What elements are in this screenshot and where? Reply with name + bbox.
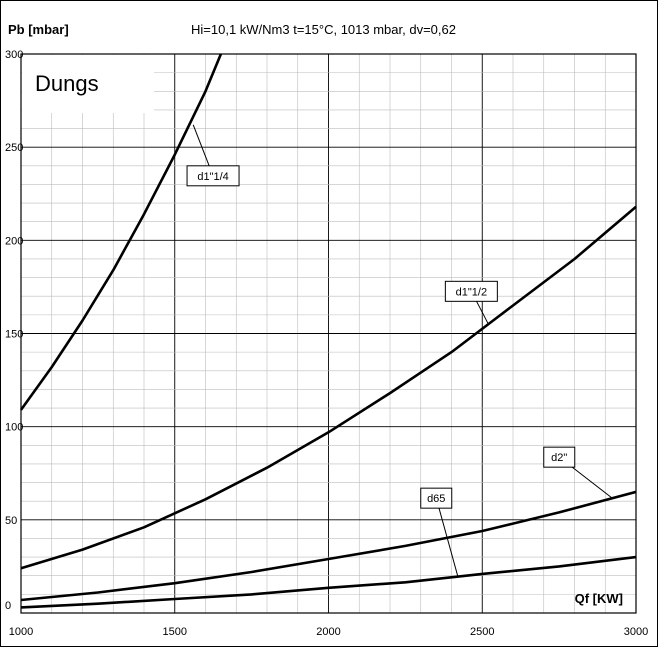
y-tick-label: 100 xyxy=(5,422,23,434)
callout-box xyxy=(186,165,240,187)
callout-box xyxy=(543,446,576,468)
watermark-text: Dungs xyxy=(35,71,99,96)
y-tick-label: 250 xyxy=(5,142,23,154)
series-label: d1"1/2 xyxy=(456,286,487,298)
x-tick-label: 1500 xyxy=(163,626,187,638)
y-axis-title: Pb [mbar] xyxy=(8,22,69,37)
series-label: d65 xyxy=(427,493,445,505)
y-tick-label: 300 xyxy=(5,49,23,61)
y-tick-label: 150 xyxy=(5,329,23,341)
series-line xyxy=(19,53,223,411)
chart-title: Hi=10,1 kW/Nm3 t=15°C, 1013 mbar, dv=0,6… xyxy=(191,22,456,37)
series-line xyxy=(20,490,637,602)
callout-leader-line xyxy=(435,498,459,576)
watermark-background xyxy=(22,55,154,113)
y-tick-label: 50 xyxy=(5,515,17,527)
x-tick-label: 2500 xyxy=(470,626,494,638)
series-line xyxy=(20,555,637,609)
x-axis-title: Qf [KW] xyxy=(575,591,623,606)
x-tick-label: 1000 xyxy=(9,626,33,638)
plot-area-border xyxy=(20,53,637,614)
x-tick-label: 3000 xyxy=(624,626,648,638)
series-label: d1"1/4 xyxy=(197,171,228,183)
callout-box xyxy=(444,280,498,302)
series-label: d2" xyxy=(551,452,567,464)
grid-lines xyxy=(20,53,637,614)
series-line xyxy=(20,205,637,570)
x-tick-label: 2000 xyxy=(316,626,340,638)
y-tick-label: 0 xyxy=(5,600,11,612)
callout-box xyxy=(420,487,453,509)
y-tick-label: 200 xyxy=(5,235,23,247)
